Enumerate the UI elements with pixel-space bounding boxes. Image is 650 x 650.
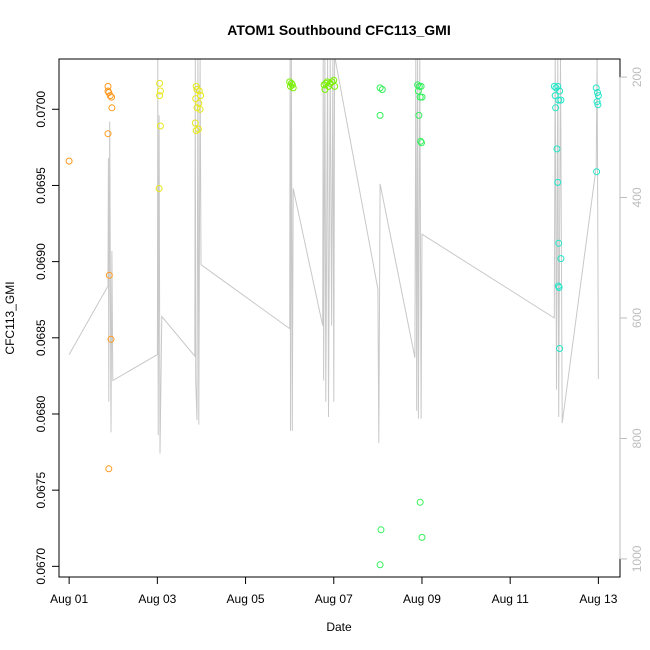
x-tick-label: Aug 01 [50,592,88,606]
data-point [418,139,425,147]
data-point [106,92,114,100]
data-point [554,178,562,186]
y2-tick-label: 200 [630,67,644,87]
data-point [594,89,601,96]
data-point [289,84,297,92]
y-tick-label: 0.0685 [34,319,48,356]
data-point [105,271,113,279]
y-tick-label: 0.0700 [34,91,48,128]
secondary-y-axis: 200 400 600 800 1000 [619,67,644,572]
data-point [104,130,112,138]
x-axis: Aug 01 Aug 03 Aug 05 Aug 07 Aug 09 Aug 11 Aug … [50,576,618,606]
y2-tick-label: 600 [630,308,644,328]
data-point [555,239,563,247]
data-point [377,526,385,534]
x-tick-label: Aug 05 [227,592,265,606]
data-point [321,86,329,93]
data-point [555,96,563,104]
data-point [551,92,559,100]
y-axis: 0.0670 0.0675 0.0680 0.0685 0.0690 0.0695 0.07… [34,91,60,585]
data-point [65,157,73,165]
y-tick-label: 0.0670 [34,548,48,585]
data-point [550,82,558,90]
data-point [415,111,423,119]
x-tick-label: Aug 11 [492,592,529,606]
data-point [156,79,164,87]
data-point [376,561,384,569]
data-point [156,122,164,130]
data-point [191,119,199,127]
data-point [557,255,565,263]
data-point [105,465,113,473]
x-axis-title: Date [326,620,352,634]
data-point [376,84,384,92]
x-tick-label: Aug 13 [579,592,617,606]
data-point [418,93,426,101]
data-point [414,87,422,95]
data-point [197,92,205,100]
x-tick-label: Aug 03 [138,592,176,606]
data-point [556,345,564,352]
data-point [155,185,163,192]
data-point [196,105,204,113]
y2-tick-label: 400 [630,187,644,207]
data-point [593,98,601,106]
data-point [552,104,560,112]
data-point [554,82,562,90]
data-point [287,79,295,87]
data-point [593,168,601,176]
x-tick-label: Aug 09 [403,592,441,606]
y-tick-label: 0.0675 [34,472,48,509]
y-axis-title: CFC113_GMI [3,281,17,354]
data-point [557,96,565,104]
plot-frame [58,58,621,578]
y-tick-label: 0.0690 [34,243,48,280]
y-tick-label: 0.0695 [34,167,48,204]
data-point [107,335,115,343]
data-point [108,104,116,112]
data-point [556,87,564,95]
x-tick-label: Aug 07 [315,592,353,606]
data-point [592,84,600,92]
chart-title: ATOM1 Southbound CFC113_GMI [227,22,451,38]
data-point [416,498,424,506]
data-point [288,81,296,89]
data-point [555,284,563,291]
secondary-series-line [68,59,599,454]
data-point [418,533,426,541]
data-point [376,111,384,119]
y2-tick-label: 800 [630,428,644,448]
data-point [156,92,164,100]
data-point [192,127,200,135]
data-point [331,82,339,90]
data-point [378,86,386,93]
data-point [195,87,203,95]
data-point [156,87,164,95]
secondary-line-layer [68,59,599,454]
points-layer [65,76,602,569]
y2-tick-label: 1000 [630,545,644,572]
y-tick-label: 0.0680 [34,395,48,432]
data-point [108,93,115,101]
data-point [594,101,602,109]
data-point [553,145,561,153]
